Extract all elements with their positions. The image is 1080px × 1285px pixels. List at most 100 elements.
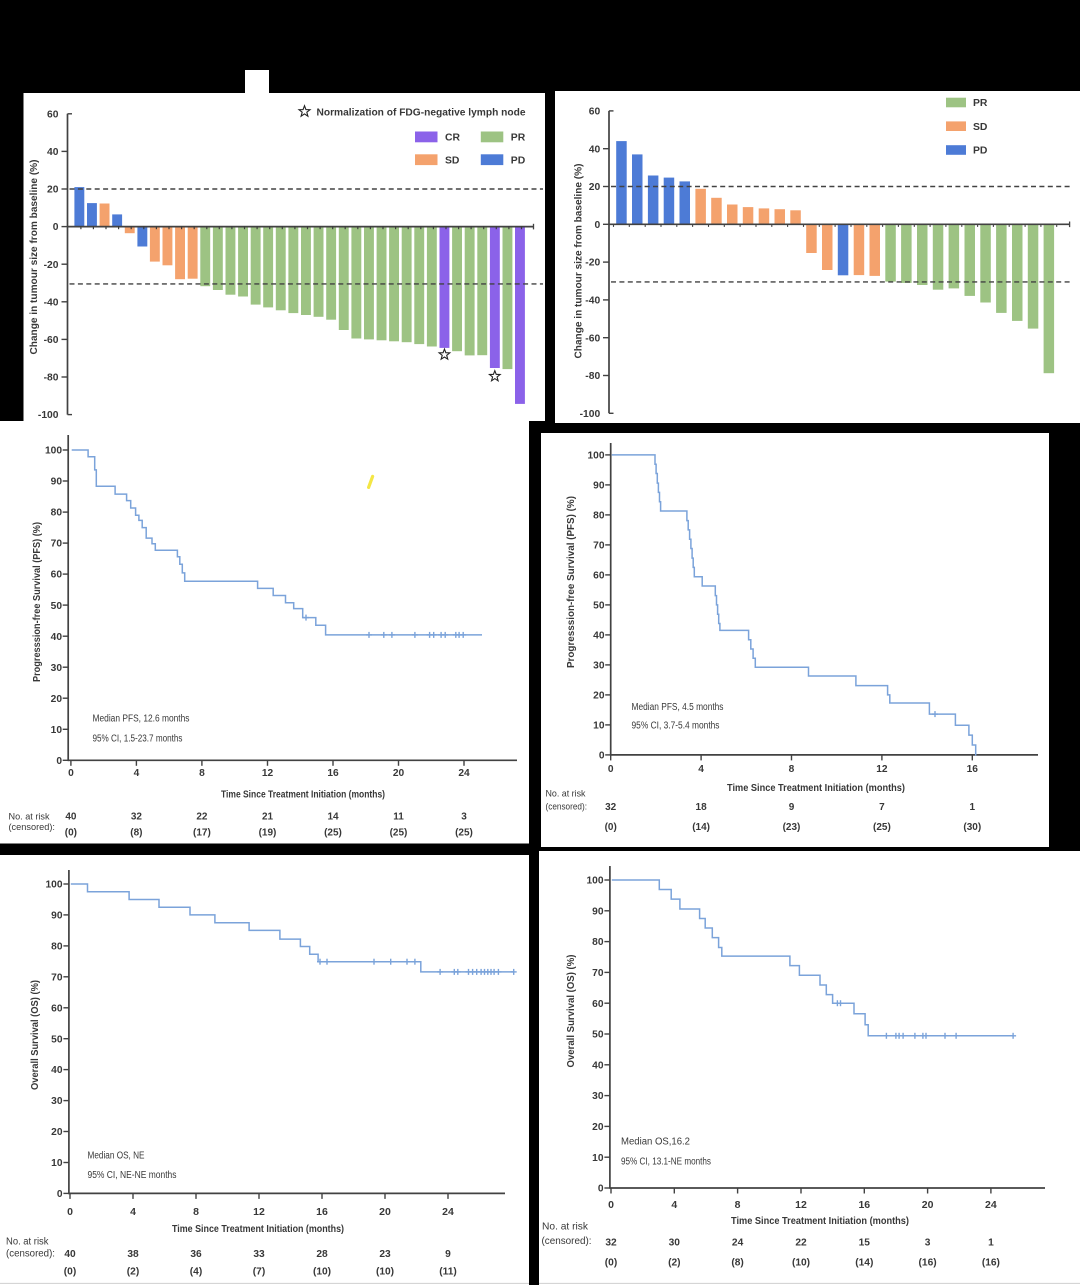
svg-text:12: 12 [253, 1206, 265, 1218]
svg-text:50: 50 [51, 601, 63, 612]
svg-text:90: 90 [51, 911, 63, 922]
svg-text:12: 12 [795, 1199, 807, 1211]
svg-text:30: 30 [51, 663, 63, 674]
svg-text:No. at risk: No. at risk [6, 1237, 49, 1248]
svg-text:10: 10 [593, 721, 605, 732]
svg-text:-20: -20 [585, 258, 600, 269]
svg-text:(14): (14) [855, 1258, 873, 1269]
svg-text:24: 24 [442, 1206, 454, 1218]
svg-text:40: 40 [51, 1065, 63, 1076]
svg-text:(25): (25) [390, 828, 408, 839]
svg-text:Median PFS, 4.5 months: Median PFS, 4.5 months [632, 702, 724, 713]
svg-text:CR: CR [445, 133, 461, 144]
svg-text:-80: -80 [585, 371, 600, 382]
svg-text:60: 60 [51, 570, 63, 581]
svg-text:-100: -100 [38, 410, 59, 421]
svg-text:9: 9 [445, 1249, 451, 1260]
svg-text:80: 80 [592, 937, 604, 948]
svg-text:(censored):: (censored): [542, 1236, 592, 1247]
svg-text:50: 50 [593, 601, 605, 612]
svg-text:Median PFS, 12.6 months: Median PFS, 12.6 months [93, 714, 190, 725]
svg-text:95% CI, 13.1-NE months: 95% CI, 13.1-NE months [621, 1157, 711, 1168]
svg-text:(0): (0) [64, 1267, 76, 1278]
svg-text:20: 20 [393, 768, 405, 779]
svg-text:PR: PR [973, 98, 988, 109]
svg-text:(16): (16) [982, 1258, 1000, 1269]
svg-text:(0): (0) [65, 828, 77, 839]
svg-text:Time Since Treatment Initiatio: Time Since Treatment Initiation (months) [221, 790, 385, 801]
svg-text:Change in tumour size from bas: Change in tumour size from baseline (%) [29, 160, 40, 355]
svg-text:-40: -40 [585, 296, 600, 307]
svg-text:1: 1 [988, 1238, 994, 1249]
svg-text:1: 1 [970, 802, 976, 813]
svg-text:22: 22 [196, 812, 208, 823]
svg-text:16: 16 [967, 764, 979, 775]
svg-text:4: 4 [671, 1199, 677, 1211]
svg-text:40: 40 [64, 1249, 76, 1260]
svg-text:20: 20 [47, 185, 59, 196]
svg-text:(10): (10) [313, 1267, 331, 1278]
svg-text:20: 20 [51, 694, 63, 705]
svg-text:100: 100 [45, 446, 62, 457]
svg-text:(11): (11) [439, 1267, 457, 1278]
svg-text:30: 30 [593, 661, 605, 672]
svg-text:(14): (14) [692, 822, 710, 833]
svg-text:-100: -100 [580, 409, 601, 420]
svg-text:40: 40 [593, 631, 605, 642]
svg-text:(25): (25) [455, 828, 473, 839]
svg-text:16: 16 [858, 1199, 870, 1211]
svg-text:30: 30 [592, 1091, 604, 1102]
svg-text:Overall Survival (OS) (%): Overall Survival (OS) (%) [30, 980, 41, 1090]
svg-text:(10): (10) [376, 1267, 394, 1278]
svg-text:12: 12 [876, 764, 888, 775]
svg-text:Time Since Treatment Initiatio: Time Since Treatment Initiation (months) [731, 1216, 909, 1227]
svg-text:0: 0 [53, 222, 59, 233]
svg-text:8: 8 [199, 768, 205, 779]
svg-text:24: 24 [985, 1199, 997, 1211]
svg-text:4: 4 [134, 768, 140, 779]
svg-text:(censored):: (censored): [9, 822, 56, 833]
svg-text:23: 23 [379, 1249, 391, 1260]
svg-text:60: 60 [592, 999, 604, 1010]
svg-text:Progresssion-free Survival (PF: Progresssion-free Survival (PFS) (%) [566, 496, 577, 668]
svg-text:Median OS,16.2: Median OS,16.2 [621, 1137, 690, 1148]
svg-text:40: 40 [592, 1060, 604, 1071]
svg-text:16: 16 [327, 768, 339, 779]
svg-text:SD: SD [445, 156, 460, 167]
svg-text:20: 20 [922, 1199, 934, 1211]
svg-text:Change in tumour size from bas: Change in tumour size from baseline (%) [573, 164, 584, 359]
svg-text:100: 100 [587, 876, 604, 887]
svg-text:0: 0 [608, 1199, 614, 1211]
svg-text:60: 60 [51, 1003, 63, 1014]
svg-text:100: 100 [588, 451, 605, 462]
svg-text:Progresssion-free Survival (PF: Progresssion-free Survival (PFS) (%) [32, 522, 43, 682]
svg-text:8: 8 [193, 1206, 199, 1218]
svg-text:(2): (2) [127, 1267, 139, 1278]
svg-text:0: 0 [57, 1189, 63, 1200]
svg-text:(8): (8) [731, 1258, 743, 1269]
svg-text:60: 60 [593, 571, 605, 582]
svg-text:10: 10 [51, 1158, 63, 1169]
svg-text:80: 80 [51, 508, 63, 519]
svg-text:4: 4 [698, 764, 704, 775]
svg-text:No. at risk: No. at risk [542, 1222, 589, 1233]
svg-text:40: 40 [47, 147, 59, 158]
svg-text:21: 21 [262, 812, 274, 823]
svg-text:20: 20 [592, 1122, 604, 1133]
svg-text:(7): (7) [253, 1267, 265, 1278]
svg-text:28: 28 [316, 1249, 328, 1260]
svg-text:40: 40 [51, 632, 63, 643]
svg-text:38: 38 [127, 1249, 139, 1260]
svg-text:-80: -80 [44, 373, 59, 384]
svg-text:50: 50 [51, 1034, 63, 1045]
svg-text:(25): (25) [324, 828, 342, 839]
svg-text:0: 0 [67, 1206, 73, 1218]
svg-text:0: 0 [56, 756, 62, 767]
svg-text:0: 0 [599, 751, 605, 762]
svg-text:16: 16 [316, 1206, 328, 1218]
svg-text:100: 100 [46, 880, 63, 891]
svg-text:11: 11 [393, 812, 404, 823]
svg-text:32: 32 [131, 812, 143, 823]
svg-text:(17): (17) [193, 828, 211, 839]
svg-text:70: 70 [592, 968, 604, 979]
